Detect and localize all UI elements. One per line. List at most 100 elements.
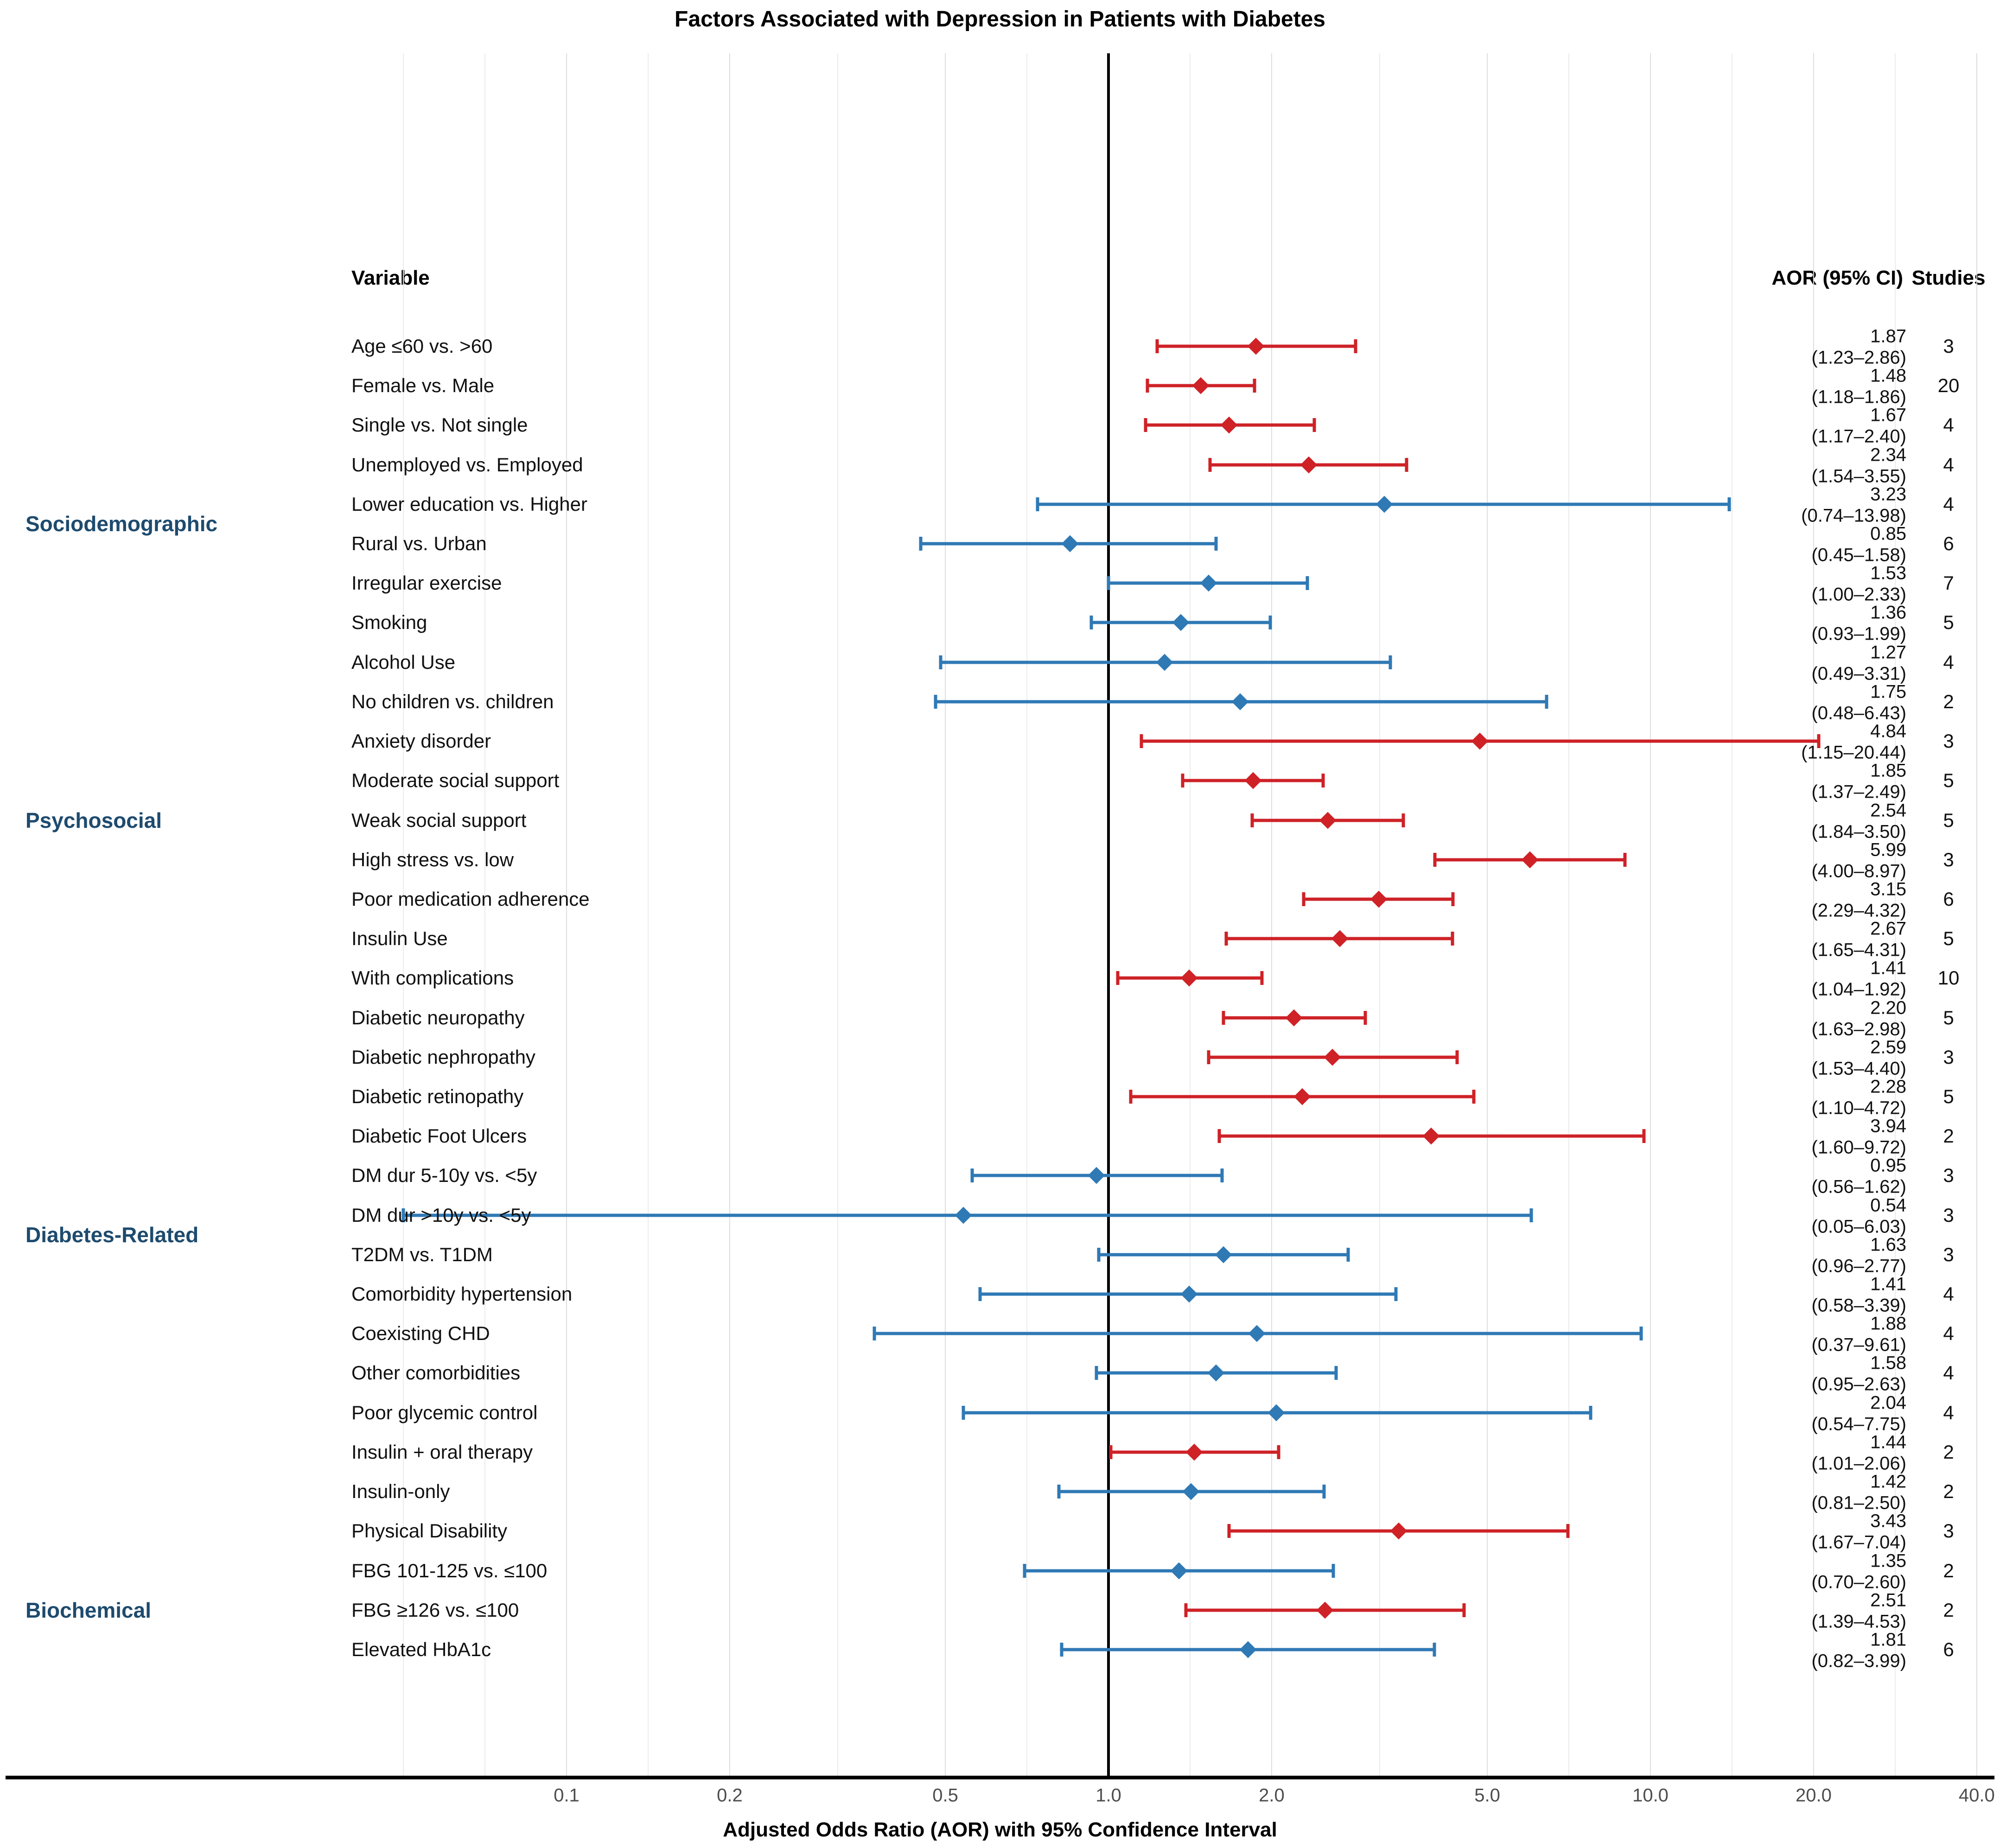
ci-cap-lower: [1107, 576, 1110, 591]
variable-label: Insulin Use: [351, 927, 448, 950]
point-estimate-diamond: [1300, 456, 1317, 474]
ci-cap-upper: [1451, 892, 1455, 906]
aor-value: 1.63: [1870, 1234, 1906, 1255]
variable-label: Insulin-only: [351, 1480, 450, 1503]
x-tick-label: 5.0: [1474, 1785, 1500, 1806]
ci-cap-lower: [1207, 1050, 1210, 1064]
x-tick-label: 2.0: [1259, 1785, 1285, 1806]
ci-cap-lower: [934, 694, 937, 709]
studies-count: 10: [1937, 967, 1960, 989]
point-estimate-diamond: [1268, 1404, 1285, 1422]
ci-cap-lower: [1222, 1010, 1225, 1025]
ci-cap-upper: [1331, 1563, 1335, 1578]
aor-value: 1.75: [1870, 681, 1906, 702]
ci-cap-lower: [1184, 1603, 1188, 1617]
ci-cap-lower: [1302, 892, 1306, 906]
ci-cap-upper: [1346, 1247, 1350, 1262]
aor-value: 1.41: [1870, 958, 1906, 978]
ci-value: (0.74–13.98): [1801, 505, 1906, 526]
ci-cap-lower: [1089, 616, 1093, 630]
ci-value: (1.23–2.86): [1811, 347, 1906, 368]
ci-value: (0.95–2.63): [1811, 1374, 1906, 1395]
ci-value: (1.53–4.40): [1811, 1058, 1906, 1079]
ci-cap-upper: [1623, 852, 1627, 867]
studies-count: 3: [1943, 1520, 1954, 1542]
ci-cap-upper: [1451, 932, 1454, 946]
ci-cap-lower: [978, 1287, 982, 1302]
ci-cap-upper: [1817, 734, 1821, 749]
aor-value: 1.88: [1870, 1313, 1906, 1334]
major-gridline: [1813, 53, 1814, 1778]
major-gridline: [729, 53, 730, 1778]
studies-count: 2: [1943, 1125, 1954, 1147]
aor-value: 1.58: [1870, 1353, 1906, 1373]
variable-label: Diabetic neuropathy: [351, 1006, 525, 1029]
minor-gridline: [1568, 53, 1570, 1778]
minor-gridline: [403, 53, 404, 1778]
point-estimate-diamond: [1215, 1246, 1232, 1264]
ci-value: (1.18–1.86): [1811, 387, 1906, 407]
ci-cap-upper: [1214, 537, 1218, 551]
variable-label: Insulin + oral therapy: [351, 1441, 533, 1463]
point-estimate-diamond: [1248, 1325, 1266, 1342]
aor-value: 1.81: [1870, 1629, 1906, 1650]
point-estimate-diamond: [1192, 377, 1210, 394]
variable-label: Lower education vs. Higher: [351, 493, 587, 515]
variable-label: Other comorbidities: [351, 1362, 521, 1384]
studies-count: 4: [1943, 414, 1954, 436]
variable-label: Elevated HbA1c: [351, 1638, 491, 1660]
major-gridline: [1487, 53, 1488, 1778]
variable-label: Comorbidity hypertension: [351, 1283, 573, 1305]
ci-cap-lower: [1097, 1247, 1101, 1262]
point-estimate-diamond: [1471, 732, 1488, 750]
ci-value: (1.01–2.06): [1811, 1453, 1906, 1474]
aor-value: 2.67: [1870, 918, 1906, 939]
ci-cap-lower: [1023, 1563, 1026, 1578]
ci-cap-upper: [1566, 1524, 1570, 1538]
aor-value: 5.99: [1870, 839, 1906, 860]
aor-value: 1.44: [1870, 1432, 1906, 1453]
point-estimate-diamond: [1231, 693, 1249, 711]
ci-value: (4.00–8.97): [1811, 861, 1906, 882]
ci-cap-upper: [1260, 971, 1264, 985]
minor-gridline: [484, 53, 486, 1778]
variable-label: Coexisting CHD: [351, 1322, 490, 1345]
ci-cap-lower: [1060, 1642, 1064, 1657]
variable-label: Anxiety disorder: [351, 730, 491, 752]
studies-count: 5: [1943, 611, 1954, 634]
point-estimate-diamond: [1239, 1641, 1257, 1658]
point-estimate-diamond: [1172, 614, 1190, 631]
ci-value: (1.15–20.44): [1801, 742, 1906, 763]
studies-count: 3: [1943, 1243, 1954, 1265]
ci-cap-upper: [1639, 1327, 1643, 1341]
ci-value: (0.81–2.50): [1811, 1492, 1906, 1513]
ci-value: (1.04–1.92): [1811, 979, 1906, 1000]
ci-cap-lower: [1224, 932, 1228, 946]
ci-cap-lower: [1057, 1485, 1061, 1499]
aor-value: 1.41: [1870, 1274, 1906, 1295]
ci-value: (1.54–3.55): [1811, 466, 1906, 487]
point-estimate-diamond: [1247, 337, 1265, 355]
aor-value: 2.54: [1870, 800, 1906, 821]
studies-count: 4: [1943, 1322, 1954, 1345]
ci-cap-upper: [1334, 1366, 1338, 1380]
ci-value: (1.10–4.72): [1811, 1098, 1906, 1118]
variable-label: FBG ≥126 vs. ≤100: [351, 1599, 519, 1621]
ci-cap-upper: [1405, 457, 1408, 472]
ci-cap-upper: [1545, 694, 1548, 709]
point-estimate-diamond: [1062, 535, 1079, 552]
ci-cap-lower: [1208, 457, 1212, 472]
point-estimate-diamond: [1331, 930, 1348, 947]
ci-cap-upper: [1529, 1208, 1533, 1222]
point-estimate-diamond: [1185, 1443, 1203, 1461]
ci-cap-lower: [1250, 813, 1254, 827]
category-label-biochemical: Biochemical: [25, 1598, 151, 1622]
studies-count: 2: [1943, 1559, 1954, 1581]
variable-label: Smoking: [351, 611, 427, 634]
point-estimate-diamond: [1207, 1365, 1225, 1382]
ci-value: (0.56–1.62): [1811, 1176, 1906, 1197]
ci-value: (0.48–6.43): [1811, 703, 1906, 724]
ci-cap-lower: [919, 537, 923, 551]
aor-value: 1.27: [1870, 642, 1906, 663]
major-gridline: [1650, 53, 1651, 1778]
